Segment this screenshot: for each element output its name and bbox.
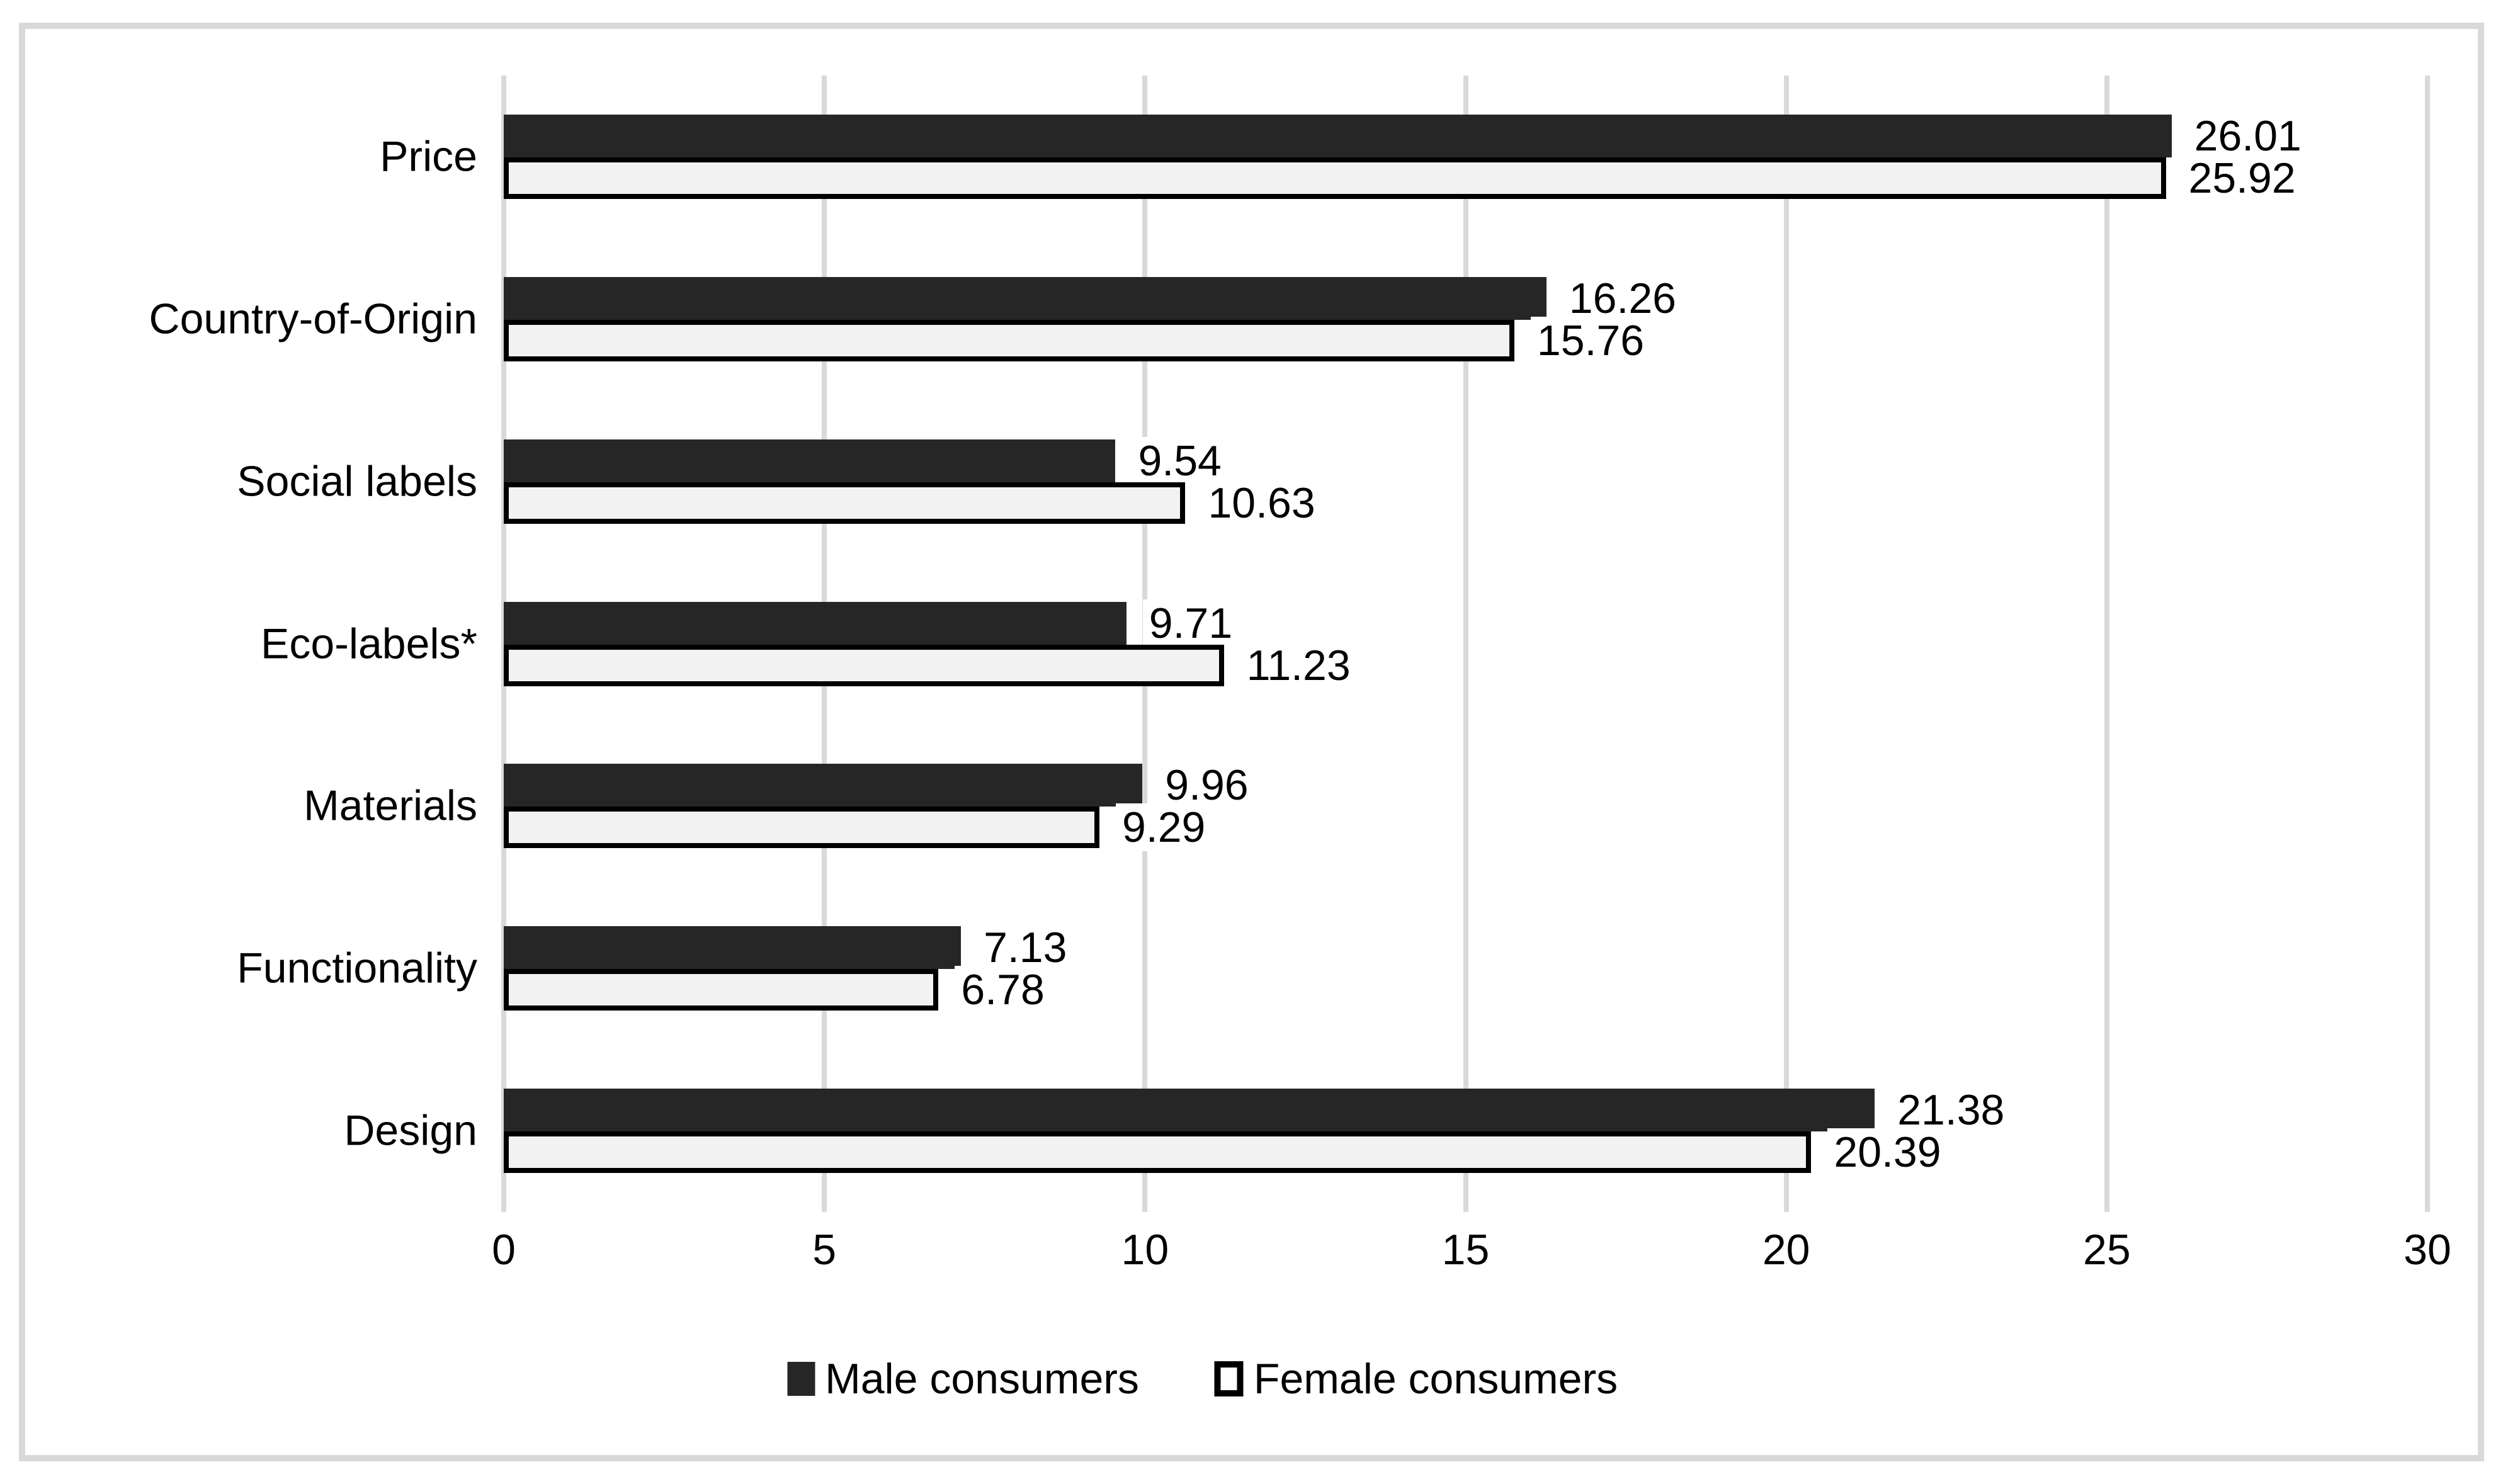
female-value-label: 6.78	[955, 966, 1051, 1014]
female-bar	[504, 807, 1100, 849]
female-bar-line: 20.39	[504, 1128, 2427, 1177]
x-tick-label: 30	[2404, 1226, 2451, 1274]
gridline	[1783, 76, 1789, 1212]
female-value-label: 20.39	[1827, 1128, 1948, 1177]
category-label: Eco-labels*	[261, 620, 477, 668]
female-bar-line: 11.23	[504, 641, 2427, 689]
category-row-eco-labels: Eco-labels* 9.71 11.23	[261, 563, 2427, 725]
category-row-materials: Materials 9.96 9.29	[304, 725, 2427, 887]
chart-frame: Price 26.01 25.92 Country-of-Origin 16.2…	[19, 23, 2484, 1461]
category-row-functionality: Functionality 7.13 6.78	[237, 887, 2427, 1050]
category-label: Materials	[304, 781, 477, 830]
x-tick-label: 5	[812, 1226, 837, 1274]
gridline	[2425, 76, 2430, 1212]
male-bar	[504, 276, 1547, 320]
male-bar	[504, 439, 1116, 482]
legend-item-female: Female consumers	[1214, 1354, 1618, 1403]
legend-item-male: Male consumers	[787, 1354, 1139, 1403]
gridline	[2104, 76, 2109, 1212]
male-bar-line: 26.01	[504, 111, 2427, 160]
female-bar	[504, 319, 1514, 361]
male-bar	[504, 114, 2172, 157]
male-bar-line: 21.38	[504, 1086, 2427, 1135]
male-bar-line: 16.26	[504, 274, 2427, 322]
male-bar-line: 9.96	[504, 761, 2427, 810]
female-bar	[504, 157, 2166, 199]
female-legend-swatch-icon	[1214, 1361, 1244, 1396]
x-tick-label: 0	[492, 1226, 516, 1274]
category-label: Social labels	[237, 457, 477, 506]
male-bar	[504, 601, 1127, 645]
female-bar	[504, 1131, 1812, 1174]
female-bar-line: 25.92	[504, 154, 2427, 202]
male-legend-swatch-icon	[787, 1362, 815, 1396]
male-bar	[504, 1089, 1875, 1132]
male-bar-line: 9.54	[504, 436, 2427, 485]
x-axis: 0 5 10 15 20 25 30	[492, 1226, 2451, 1285]
category-label: Design	[344, 1106, 477, 1155]
female-bar	[504, 969, 939, 1011]
category-row-social-labels: Social labels 9.54 10.63	[237, 400, 2427, 563]
male-value-label: 16.26	[1562, 274, 1683, 322]
category-label: Functionality	[237, 944, 477, 992]
legend-label-male: Male consumers	[825, 1355, 1139, 1403]
bar-rows: Price 26.01 25.92 Country-of-Origin 16.2…	[149, 76, 2427, 1212]
female-value-label: 10.63	[1201, 479, 1322, 527]
legend: Male consumers Female consumers	[787, 1354, 1618, 1403]
category-label: Country-of-Origin	[149, 295, 478, 343]
female-bar	[504, 644, 1224, 686]
male-bar	[504, 764, 1143, 807]
female-value-label: 11.23	[1240, 641, 1357, 689]
plot-area: Price 26.01 25.92 Country-of-Origin 16.2…	[149, 76, 2430, 1212]
x-tick-label: 15	[1441, 1226, 1490, 1274]
female-bar-line: 9.29	[504, 803, 2427, 852]
male-bar-line: 9.71	[504, 599, 2427, 647]
female-value-label: 9.29	[1116, 803, 1212, 852]
male-value-label: 9.96	[1159, 761, 1255, 810]
female-bar	[504, 482, 1186, 524]
male-bar-line: 7.13	[504, 924, 2427, 972]
female-bar-line: 10.63	[504, 479, 2427, 527]
female-bar-line: 15.76	[504, 316, 2427, 365]
gridline	[1463, 76, 1468, 1212]
male-value-label: 7.13	[977, 924, 1074, 972]
female-value-label: 15.76	[1530, 316, 1651, 365]
female-value-label: 25.92	[2182, 154, 2302, 202]
male-bar	[504, 926, 962, 970]
male-value-label: 9.54	[1132, 436, 1228, 485]
category-row-country-of-origin: Country-of-Origin 16.26 15.76	[149, 238, 2427, 400]
category-row-price: Price 26.01 25.92	[380, 76, 2427, 238]
male-value-label: 26.01	[2188, 111, 2308, 160]
x-tick-label: 20	[1762, 1226, 1810, 1274]
category-label: Price	[380, 132, 477, 181]
legend-label-female: Female consumers	[1253, 1355, 1618, 1403]
male-value-label: 9.71	[1142, 599, 1239, 647]
female-bar-line: 6.78	[504, 966, 2427, 1014]
male-value-label: 21.38	[1891, 1086, 2011, 1135]
x-tick-label: 10	[1121, 1226, 1169, 1274]
category-row-design: Design 21.38 20.39	[344, 1050, 2427, 1212]
x-tick-label: 25	[2083, 1226, 2131, 1274]
